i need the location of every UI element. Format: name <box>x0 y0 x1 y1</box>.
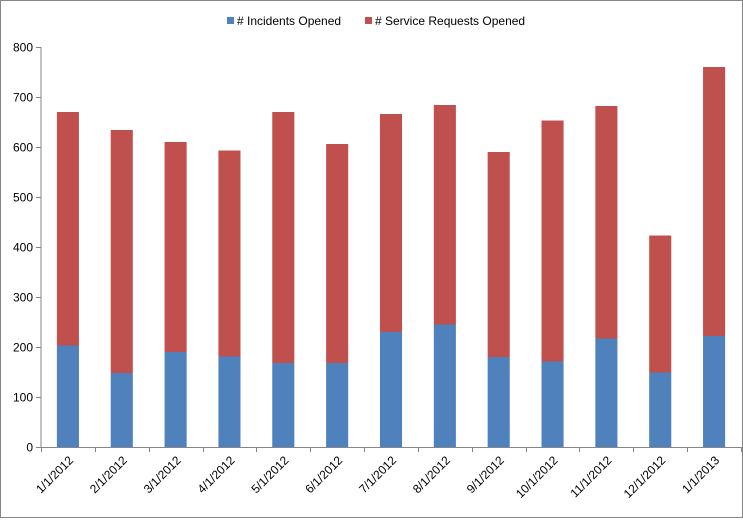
y-axis: 0 100 200 300 400 500 600 700 800 <box>13 41 42 455</box>
y-tick-label: 100 <box>13 391 33 405</box>
bar-service-requests <box>433 105 456 325</box>
x-tick-label: 8/1/2012 <box>410 453 453 496</box>
y-tick-label: 500 <box>13 191 33 205</box>
y-tick-label: 300 <box>13 291 33 305</box>
y-tick-label: 400 <box>13 241 33 255</box>
bars <box>56 67 726 447</box>
x-tick-label: 11/1/2012 <box>567 453 614 500</box>
bar-service-requests <box>595 106 618 339</box>
bar-incidents <box>326 363 349 447</box>
bar-service-requests <box>326 144 349 363</box>
bar-incidents <box>164 352 187 447</box>
bar-service-requests <box>487 152 510 357</box>
bar-service-requests <box>218 150 241 357</box>
x-tick-label: 7/1/2012 <box>356 453 399 496</box>
y-tick-label: 200 <box>13 341 33 355</box>
bar-service-requests <box>272 112 295 363</box>
y-tick-label: 0 <box>26 441 33 455</box>
legend: # Incidents Opened # Service Requests Ope… <box>227 14 525 28</box>
bar-incidents <box>110 373 133 447</box>
legend-label: # Incidents Opened <box>237 14 341 28</box>
x-tick-label: 1/1/2012 <box>33 453 76 496</box>
bar-incidents <box>703 336 726 447</box>
bar-incidents <box>433 324 456 447</box>
bar-service-requests <box>164 142 187 352</box>
bar-incidents <box>56 345 79 447</box>
bar-incidents <box>487 357 510 447</box>
bar-incidents <box>595 338 618 447</box>
bar-service-requests <box>541 120 564 362</box>
bar-incidents <box>649 372 672 447</box>
bar-incidents <box>541 361 564 447</box>
legend-label: # Service Requests Opened <box>375 14 525 28</box>
bar-service-requests <box>703 67 726 336</box>
x-tick-label: 2/1/2012 <box>87 453 130 496</box>
bar-incidents <box>272 363 295 447</box>
x-tick-label: 9/1/2012 <box>464 453 507 496</box>
x-tick-label: 6/1/2012 <box>302 453 345 496</box>
legend-swatch <box>365 17 372 24</box>
x-tick-label: 12/1/2012 <box>621 453 669 501</box>
bar-service-requests <box>379 114 403 332</box>
y-tick-label: 700 <box>13 91 33 105</box>
x-tick-label: 10/1/2012 <box>513 453 561 501</box>
x-axis: 1/1/2012 2/1/2012 3/1/2012 4/1/2012 5/1/2012… <box>33 447 742 501</box>
bar-service-requests <box>110 130 133 373</box>
y-tick-label: 600 <box>13 141 33 155</box>
x-tick-label: 5/1/2012 <box>248 453 291 496</box>
x-tick-label: 4/1/2012 <box>195 453 238 496</box>
x-tick-label: 3/1/2012 <box>141 453 184 496</box>
bar-service-requests <box>56 112 79 346</box>
legend-swatch <box>227 17 234 24</box>
y-tick-label: 800 <box>13 41 33 55</box>
bar-incidents <box>218 356 241 447</box>
bar-service-requests <box>649 235 672 373</box>
bar-incidents <box>379 332 403 447</box>
x-tick-label: 1/1/2013 <box>679 453 722 496</box>
